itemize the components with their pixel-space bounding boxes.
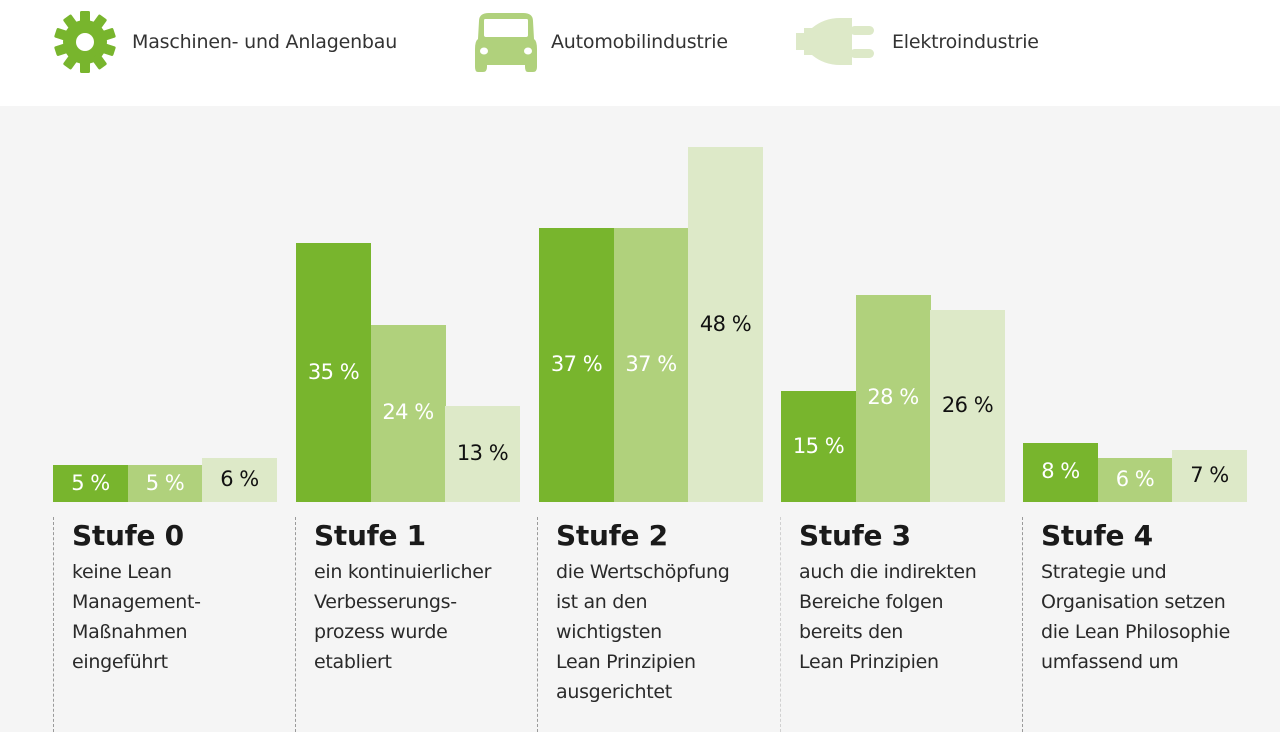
- bar-3-0: 15 %: [781, 391, 856, 502]
- stage-title: Stufe 4: [1041, 519, 1153, 552]
- bar-value-label: 15 %: [792, 433, 845, 458]
- bar-4-2: 7 %: [1172, 450, 1247, 502]
- legend-item-maschinenbau: Maschinen- und Anlagenbau: [52, 0, 397, 84]
- bar-3-1: 28 %: [855, 294, 931, 502]
- bar-4-0: 8 %: [1023, 442, 1098, 502]
- stage-3: Stufe 3 auch die indirekten Bereiche folg…: [780, 517, 1020, 732]
- bar-value-label: 26 %: [941, 392, 994, 417]
- bar-value-label: 37 %: [625, 352, 677, 377]
- stage-title: Stufe 2: [556, 519, 668, 552]
- bar-1-2: 13 %: [445, 405, 520, 502]
- bar-value-label: 37 %: [550, 352, 603, 377]
- stage-4: Stufe 4 Strategie und Organisation setzen…: [1022, 517, 1262, 732]
- legend-item-elektro: Elektroindustrie: [794, 0, 1039, 84]
- legend-label: Elektroindustrie: [892, 31, 1039, 53]
- legend-item-automobil: Automobilindustrie: [471, 0, 728, 84]
- bar-value-label: 13 %: [456, 440, 509, 465]
- bar-1-0: 35 %: [296, 243, 371, 502]
- bar-value-label: 6 %: [220, 466, 259, 491]
- bar-0-1: 5 %: [127, 465, 203, 502]
- car-icon: [475, 13, 537, 72]
- bar-value-label: 5 %: [71, 470, 110, 495]
- bar-value-label: 48 %: [699, 311, 752, 336]
- bar-1-1: 24 %: [370, 324, 446, 502]
- stage-description: keine Lean Management- Maßnahmen eingefü…: [72, 561, 201, 673]
- stage-2: Stufe 2 die Wertschöpfung ist an den wich…: [537, 517, 777, 732]
- bar-0-0: 5 %: [53, 465, 128, 502]
- stage-description: auch die indirekten Bereiche folgen bere…: [799, 561, 977, 673]
- stage-title: Stufe 3: [799, 519, 911, 552]
- bar-2-2: 48 %: [688, 147, 763, 502]
- bar-value-label: 6 %: [1115, 466, 1155, 491]
- bar-value-label: 7 %: [1190, 463, 1229, 488]
- legend: Maschinen- und Anlagenbau Automobilindus…: [0, 0, 1280, 106]
- bar-2-0: 37 %: [539, 228, 614, 502]
- bar-value-label: 8 %: [1041, 459, 1080, 484]
- bar-value-label: 35 %: [307, 359, 360, 384]
- stage-description: ein kontinuierlicher Verbesserungs- proz…: [314, 561, 492, 673]
- legend-label: Maschinen- und Anlagenbau: [132, 31, 398, 53]
- legend-label: Automobilindustrie: [551, 31, 728, 53]
- bar-value-label: 5 %: [145, 470, 185, 495]
- bar-0-2: 6 %: [202, 457, 277, 502]
- stage-title: Stufe 1: [314, 519, 426, 552]
- bar-3-2: 26 %: [930, 309, 1005, 502]
- stage-1: Stufe 1 ein kontinuierlicher Verbesserung…: [295, 517, 535, 732]
- bar-chart: 5 % 5 % 6 % 35 % 24 % 13 % 37 % 37 % 48 % 15 % 28 …: [0, 106, 1280, 732]
- bar-4-1: 6 %: [1097, 457, 1173, 502]
- bar-value-label: 28 %: [867, 385, 919, 410]
- stage-description: Strategie und Organisation setzen die Le…: [1041, 561, 1231, 673]
- stage-title: Stufe 0: [72, 519, 184, 552]
- stage-0: Stufe 0 keine Lean Management- Maßnahmen …: [53, 517, 293, 732]
- gear-icon: [54, 11, 116, 73]
- bar-value-label: 24 %: [382, 400, 434, 425]
- bar-2-1: 37 %: [613, 228, 689, 502]
- stage-description: die Wertschöpfung ist an den wichtigsten…: [556, 561, 730, 703]
- plug-icon: [796, 18, 874, 65]
